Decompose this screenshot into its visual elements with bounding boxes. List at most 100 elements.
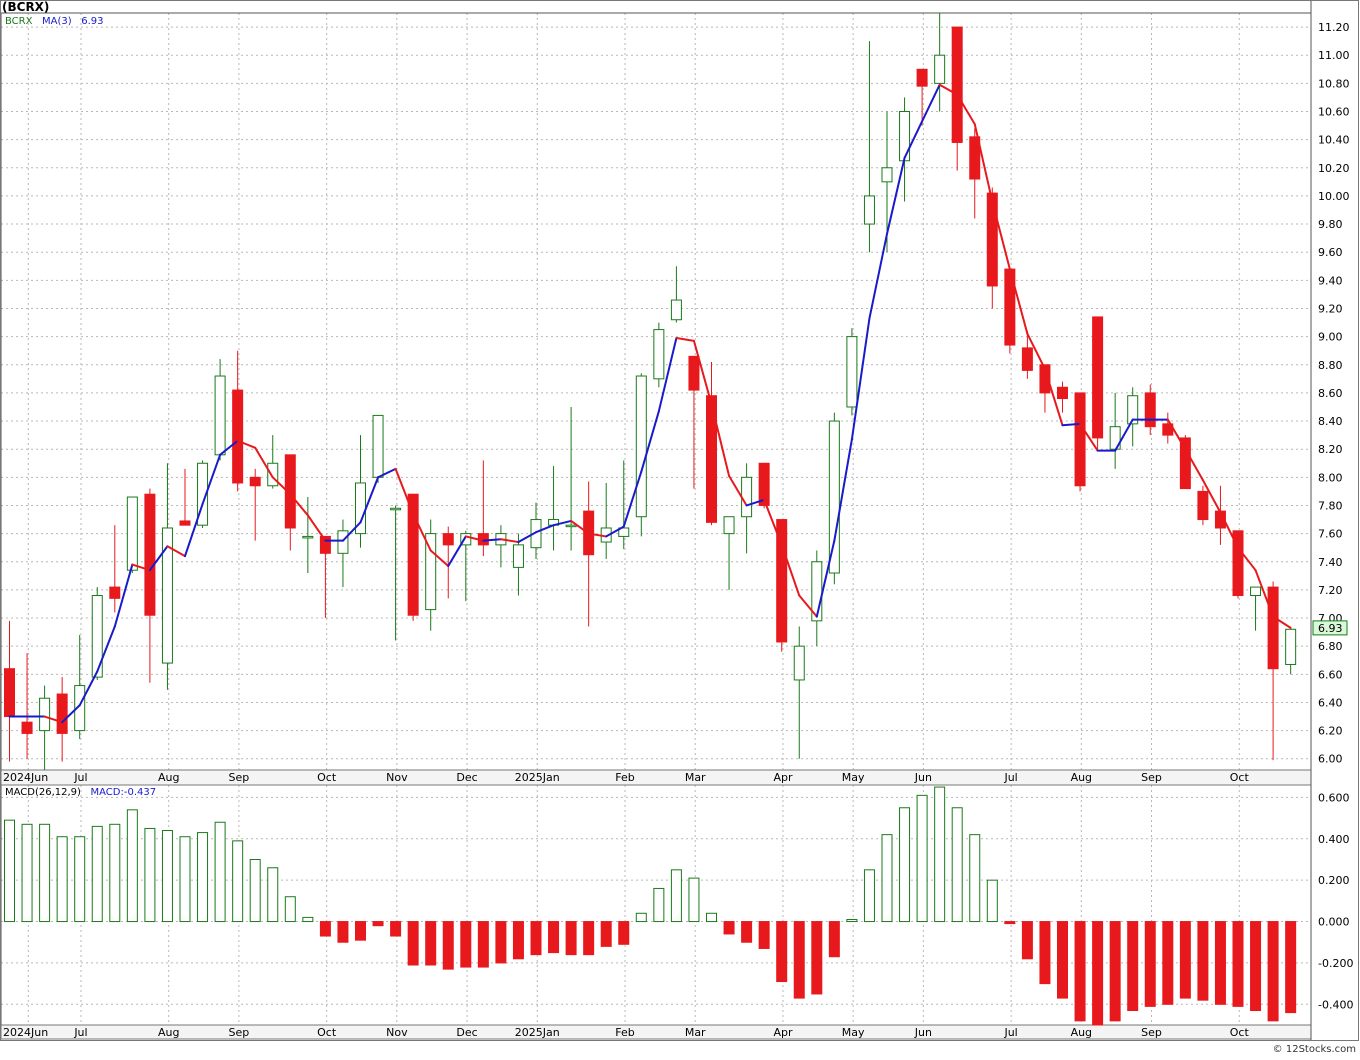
candle-body-down	[776, 519, 788, 643]
price-y-tick-label: 10.60	[1318, 105, 1350, 118]
macd-bar-negative	[1214, 921, 1226, 1005]
macd-bar-negative	[1162, 921, 1174, 1005]
price-y-tick-label: 6.40	[1318, 696, 1343, 709]
candle-body-up	[512, 544, 524, 568]
candle-body-down	[1092, 316, 1104, 439]
price-date-label: Nov	[386, 771, 408, 784]
candle-body-up	[741, 476, 753, 518]
macd-bar-negative	[425, 921, 437, 966]
ma-segment	[517, 531, 537, 544]
ma-segment	[640, 410, 660, 473]
price-y-tick-label: 8.00	[1318, 471, 1343, 484]
ma-segment	[850, 317, 871, 441]
macd-bar-negative	[1285, 921, 1297, 1014]
candle-body-down	[1232, 530, 1244, 597]
macd-date-label: Jul	[73, 1026, 87, 1039]
macd-bar-negative	[1021, 921, 1033, 960]
candle-body-down	[21, 721, 33, 734]
candle-body-up	[126, 496, 138, 571]
ma-segment	[605, 525, 625, 538]
candle-body-up	[793, 645, 805, 681]
macd-bar-positive	[863, 869, 875, 923]
candle-body-up	[390, 507, 402, 511]
price-panel-frame	[0, 12, 1312, 771]
macd-bar-positive	[284, 896, 296, 923]
ma-segment	[815, 539, 836, 618]
ma-segment	[254, 446, 274, 479]
ma-segment	[675, 337, 695, 342]
macd-bar-positive	[881, 834, 893, 923]
macd-bar-positive	[249, 858, 261, 923]
candle-body-up	[530, 519, 542, 549]
macd-legend-value: MACD:-0.437	[90, 787, 157, 798]
legend-ma-label: MA(3)	[42, 16, 72, 27]
ma-segment	[833, 438, 853, 542]
candle-body-down	[1144, 392, 1156, 428]
macd-date-label: Sep	[229, 1026, 250, 1039]
macd-bar-negative	[618, 921, 630, 945]
macd-bar-positive	[4, 819, 15, 923]
candles-layer	[4, 13, 1297, 770]
macd-date-label: Apr	[773, 1026, 793, 1039]
ma-segment	[43, 715, 64, 724]
chart-title: (BCRX)	[2, 0, 50, 14]
candle-body-up	[723, 516, 735, 535]
ma-segment	[1254, 569, 1275, 618]
price-y-tick-label: 11.00	[1318, 49, 1350, 62]
price-date-label: Apr	[773, 771, 793, 784]
macd-bar-negative	[337, 921, 349, 943]
candle-body-up	[670, 299, 682, 321]
macd-bar-positive	[197, 832, 209, 923]
price-y-tick-label: 9.00	[1318, 331, 1343, 344]
macd-bar-negative	[407, 921, 419, 966]
price-y-tick-label: 6.20	[1318, 725, 1343, 738]
macd-bar-negative	[1197, 921, 1209, 1001]
ma-segment	[710, 403, 731, 477]
macd-legend: MACD(26,12,9) MACD:-0.437	[5, 787, 156, 798]
macd-bar-positive	[969, 834, 981, 923]
price-date-label: Jul	[73, 771, 87, 784]
macd-bar-positive	[986, 879, 998, 923]
ma-segment	[131, 563, 151, 572]
macd-date-label: Dec	[456, 1026, 477, 1039]
ma-segment	[201, 453, 222, 506]
price-date-label: Sep	[1141, 771, 1162, 784]
macd-bar-negative	[1057, 921, 1068, 999]
last-price-badge	[1312, 620, 1348, 636]
candle-body-up	[899, 110, 911, 162]
macd-date-label: Nov	[386, 1026, 408, 1039]
candle-body-down	[56, 693, 68, 734]
copyright-text: © 12Stocks.com	[1272, 1044, 1356, 1055]
candle-body-down	[706, 395, 717, 523]
ma-segment	[956, 93, 976, 126]
macd-y-tick-label: 0.000	[1318, 916, 1350, 929]
macd-bar-positive	[74, 836, 86, 923]
price-y-tick-label: 8.20	[1318, 443, 1343, 456]
ma-segment	[1272, 615, 1292, 629]
candle-body-up	[91, 595, 103, 678]
macd-bar-negative	[1109, 921, 1121, 1022]
ma-segment	[429, 549, 450, 567]
candle-body-up	[267, 462, 279, 487]
price-y-tick-label: 6.80	[1318, 640, 1343, 653]
macd-bar-positive	[951, 807, 963, 923]
price-legend: BCRX MA(3) 6.93	[5, 16, 103, 27]
price-y-tick-label: 7.20	[1318, 584, 1343, 597]
candle-body-down	[144, 493, 156, 616]
candle-body-up	[565, 524, 577, 528]
price-y-tick-label: 7.40	[1318, 556, 1343, 569]
candle-body-up	[460, 533, 472, 546]
candle-body-down	[1267, 586, 1279, 670]
ma-segment	[499, 538, 520, 544]
macd-date-label: Sep	[1141, 1026, 1162, 1039]
ma-segment	[113, 563, 134, 628]
ma-segment	[1201, 479, 1222, 514]
macd-date-label: Oct	[1230, 1026, 1250, 1039]
macd-date-label: Jun	[914, 1026, 932, 1039]
ma-segment	[763, 498, 783, 546]
ma-segment	[692, 339, 713, 406]
macd-date-label: 2025Jan	[515, 1026, 560, 1039]
macd-y-tick-label: 0.400	[1318, 833, 1350, 846]
macd-bar-positive	[670, 869, 682, 923]
ma-segment	[359, 476, 380, 524]
